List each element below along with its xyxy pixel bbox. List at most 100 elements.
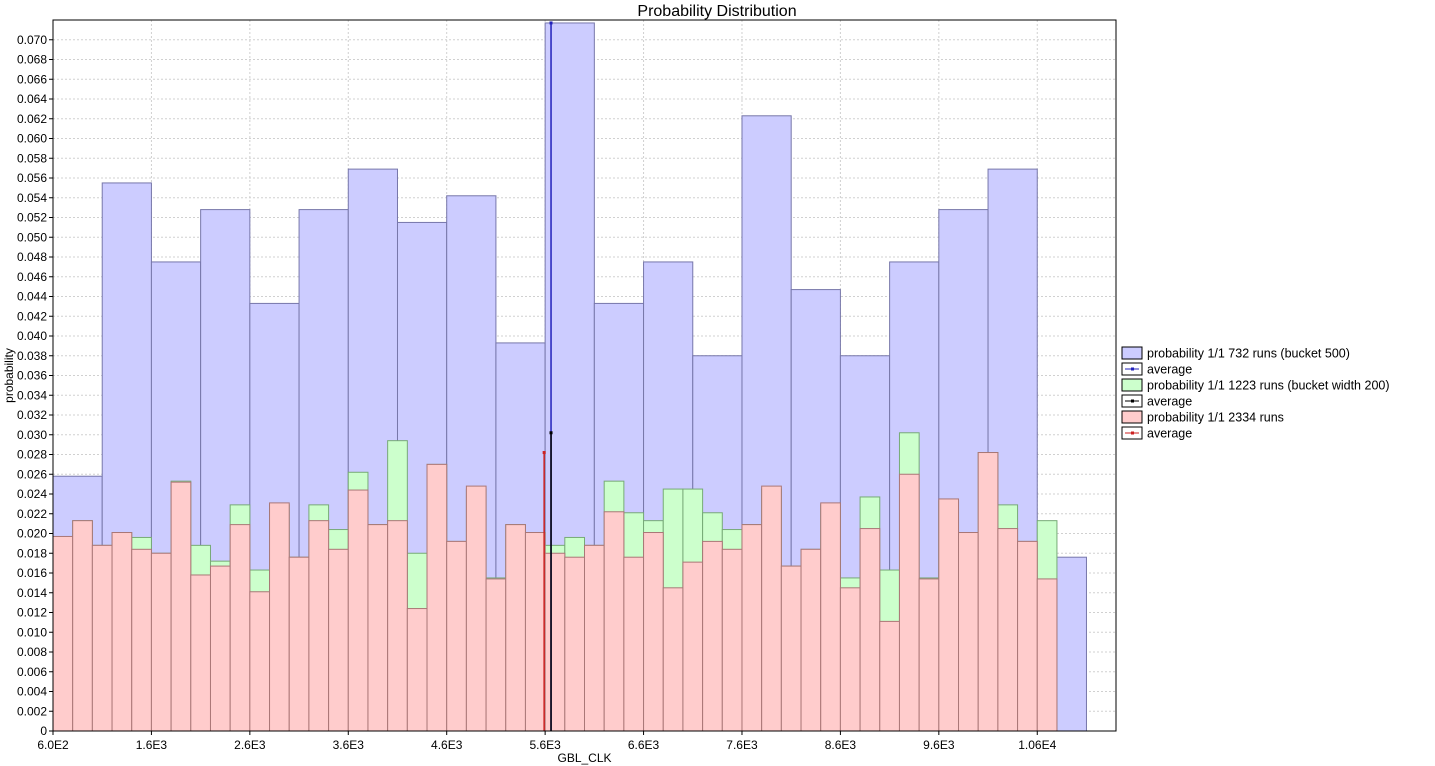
average-marker-point [549,21,553,25]
x-tick-label: 1.6E3 [136,738,168,752]
y-tick-label: 0.058 [17,151,47,165]
y-tick-label: 0.022 [17,507,47,521]
y-tick-label: 0.020 [17,527,47,541]
histogram-bar [91,544,113,732]
y-axis-label: probability [2,348,16,403]
y-tick-label: 0.062 [17,112,47,126]
y-tick-label: 0.018 [17,546,47,560]
y-tick-label: 0.008 [17,645,47,659]
legend-line-marker [1131,431,1134,435]
legend-line-marker [1131,399,1134,403]
legend-label: probability 1/1 1223 runs (bucket width … [1147,379,1390,393]
histogram-bar [347,489,369,732]
histogram-bar [72,520,93,732]
histogram-bar [52,535,74,732]
histogram-bar [702,540,723,732]
y-tick-label: 0.028 [17,448,47,462]
y-tick-label: 0.026 [17,467,47,481]
legend-label: average [1147,395,1192,409]
y-tick-label: 0.030 [17,428,47,442]
histogram-bar [839,587,861,732]
y-tick-label: 0.054 [17,191,47,205]
y-tick-label: 0.036 [17,369,47,383]
y-tick-label: 0.066 [17,72,47,86]
legend-item: probability 1/1 732 runs (bucket 500) [1121,346,1350,361]
y-tick-label: 0.016 [17,566,47,580]
legend-item: average [1121,394,1192,409]
y-tick-label: 0.044 [17,290,47,304]
histogram-bar [111,532,133,732]
histogram-bar [1036,578,1058,732]
x-tick-label: 6.0E2 [37,738,69,752]
histogram-bar [150,552,172,732]
y-tick-label: 0.012 [17,606,47,620]
histogram-bar [465,485,487,732]
histogram-bar [406,608,428,732]
legend-item: average [1121,426,1192,441]
y-tick-label: 0 [40,724,47,738]
histogram-bar [1017,540,1038,732]
y-tick-label: 0.004 [17,685,47,699]
histogram-bar [800,548,822,732]
average-marker-point [549,431,553,435]
histogram-bar [209,565,231,732]
y-tick-label: 0.024 [17,487,47,501]
histogram-bar [997,528,1019,732]
y-tick-label: 0.042 [17,309,47,323]
legend-line-marker [1131,367,1134,371]
x-tick-label: 4.6E3 [431,738,463,752]
histogram-bar [977,452,999,732]
histogram-bar [918,578,940,732]
histogram-bar [229,524,251,732]
histogram-bar [269,502,290,732]
histogram-bar [328,548,349,732]
x-tick-label: 7.6E3 [726,738,758,752]
y-tick-label: 0.006 [17,665,47,679]
y-tick-label: 0.038 [17,349,47,363]
chart-title: Probability Distribution [637,3,796,20]
histogram-bar [603,511,625,732]
y-tick-label: 0.002 [17,704,47,718]
legend-label: probability 1/1 2334 runs [1147,411,1284,425]
histogram-bar [643,532,664,732]
histogram-bar [564,556,586,732]
legend-swatch [1121,378,1143,392]
histogram-bar [387,520,408,732]
legend: probability 1/1 732 runs (bucket 500) ave… [1121,346,1390,441]
histogram-bar [367,524,389,732]
histogram-bar [721,548,743,732]
histogram-bar [623,556,645,732]
histogram-bar [761,485,782,732]
average-markers-layer [542,21,553,731]
histogram-bar [426,463,448,732]
y-tick-label: 0.052 [17,211,47,225]
histogram-bar [859,528,881,732]
legend-item: probability 1/1 1223 runs (bucket width … [1121,378,1390,393]
histogram-bar [938,498,960,732]
histogram-bar [780,565,802,732]
histogram-bar [170,481,192,732]
y-tick-label: 0.064 [17,92,47,106]
histogram-bar [898,473,920,732]
bars-layer [52,22,1087,732]
legend-label: probability 1/1 732 runs (bucket 500) [1147,347,1350,361]
legend-swatch [1121,346,1143,360]
histogram-bar [485,578,507,732]
y-tick-label: 0.046 [17,270,47,284]
y-tick-label: 0.032 [17,408,47,422]
histogram-bar [544,552,566,732]
histogram-bar [308,520,330,732]
legend-item: average [1121,362,1192,377]
y-tick-label: 0.010 [17,625,47,639]
legend-item: probability 1/1 2334 runs [1121,410,1284,425]
histogram-bar [131,548,152,732]
histogram-bar [288,556,310,732]
x-tick-label: 6.6E3 [628,738,660,752]
histogram-bar [505,524,526,732]
y-tick-label: 0.048 [17,250,47,264]
histogram-bar [662,587,684,732]
x-tick-label: 3.6E3 [333,738,365,752]
histogram-bar [741,524,763,732]
axes-layer: 0 0.002 0.004 0.006 0.008 0.010 0.012 0.014 0.01… [17,33,1057,752]
